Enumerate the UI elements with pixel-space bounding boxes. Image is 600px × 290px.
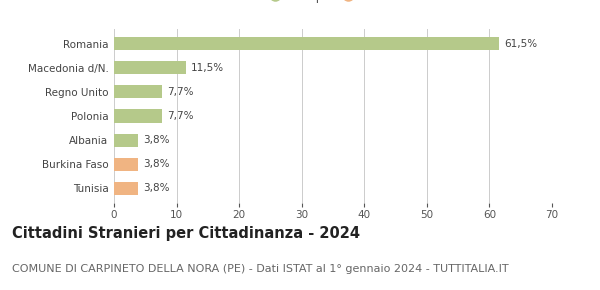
Bar: [114, 182, 138, 195]
Text: 3,8%: 3,8%: [143, 135, 169, 145]
Text: 61,5%: 61,5%: [504, 39, 537, 48]
Text: Cittadini Stranieri per Cittadinanza - 2024: Cittadini Stranieri per Cittadinanza - 2…: [12, 226, 360, 241]
Text: 7,7%: 7,7%: [167, 87, 194, 97]
Bar: [114, 61, 186, 74]
Text: 3,8%: 3,8%: [143, 159, 169, 169]
Text: COMUNE DI CARPINETO DELLA NORA (PE) - Dati ISTAT al 1° gennaio 2024 - TUTTITALIA: COMUNE DI CARPINETO DELLA NORA (PE) - Da…: [12, 264, 509, 274]
Bar: [114, 85, 162, 99]
Bar: [114, 133, 138, 147]
Bar: [114, 37, 499, 50]
Bar: [114, 158, 138, 171]
Text: 7,7%: 7,7%: [167, 111, 194, 121]
Text: 11,5%: 11,5%: [191, 63, 224, 73]
Text: 3,8%: 3,8%: [143, 184, 169, 193]
Legend: Europa, Africa: Europa, Africa: [267, 0, 399, 6]
Bar: [114, 109, 162, 123]
